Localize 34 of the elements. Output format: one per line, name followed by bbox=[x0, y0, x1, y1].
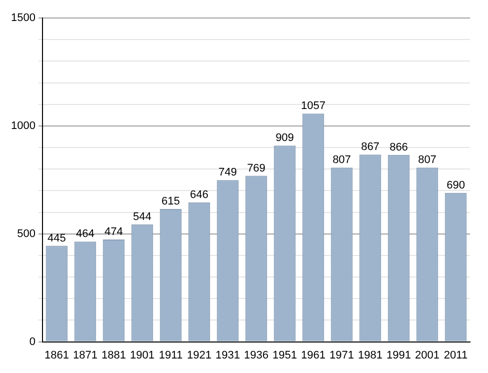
data-label: 544 bbox=[133, 210, 152, 223]
data-label: 749 bbox=[218, 166, 237, 179]
data-label: 646 bbox=[190, 188, 208, 201]
data-label: 690 bbox=[446, 179, 465, 192]
x-tick-label: 1936 bbox=[244, 349, 268, 362]
data-label: 615 bbox=[162, 196, 180, 208]
data-label: 445 bbox=[48, 232, 66, 244]
x-tick-label: 1911 bbox=[158, 349, 183, 362]
x-tick-label: 1971 bbox=[330, 349, 354, 362]
y-tick-label: 0 bbox=[29, 336, 36, 348]
data-label: 807 bbox=[418, 154, 436, 166]
x-tick-label: 1921 bbox=[186, 349, 212, 362]
x-tick-label: 1881 bbox=[101, 349, 126, 362]
data-label: 909 bbox=[276, 132, 294, 144]
y-tick-label: 500 bbox=[17, 228, 36, 240]
data-label: 867 bbox=[361, 141, 380, 154]
x-tick-label: 1961 bbox=[300, 349, 326, 362]
x-tick-label: 1991 bbox=[386, 349, 411, 362]
x-tick-label: 1931 bbox=[215, 349, 240, 362]
x-tick-label: 2001 bbox=[415, 349, 440, 362]
x-tick-label: 2011 bbox=[444, 349, 468, 362]
y-tick-label: 1000 bbox=[10, 120, 36, 132]
data-label: 866 bbox=[390, 141, 408, 154]
x-tick-label: 1871 bbox=[72, 349, 98, 362]
x-tick-label: 1981 bbox=[358, 349, 382, 362]
data-label: 474 bbox=[104, 226, 123, 238]
x-tick-label: 1901 bbox=[130, 349, 154, 362]
data-label: 464 bbox=[76, 228, 94, 240]
x-tick-label: 1951 bbox=[272, 349, 297, 362]
data-label: 769 bbox=[247, 162, 266, 174]
data-label: 807 bbox=[332, 154, 351, 166]
data-label: 1057 bbox=[300, 100, 326, 112]
y-tick-label: 1500 bbox=[10, 12, 36, 24]
x-tick-label: 1861 bbox=[44, 349, 69, 362]
